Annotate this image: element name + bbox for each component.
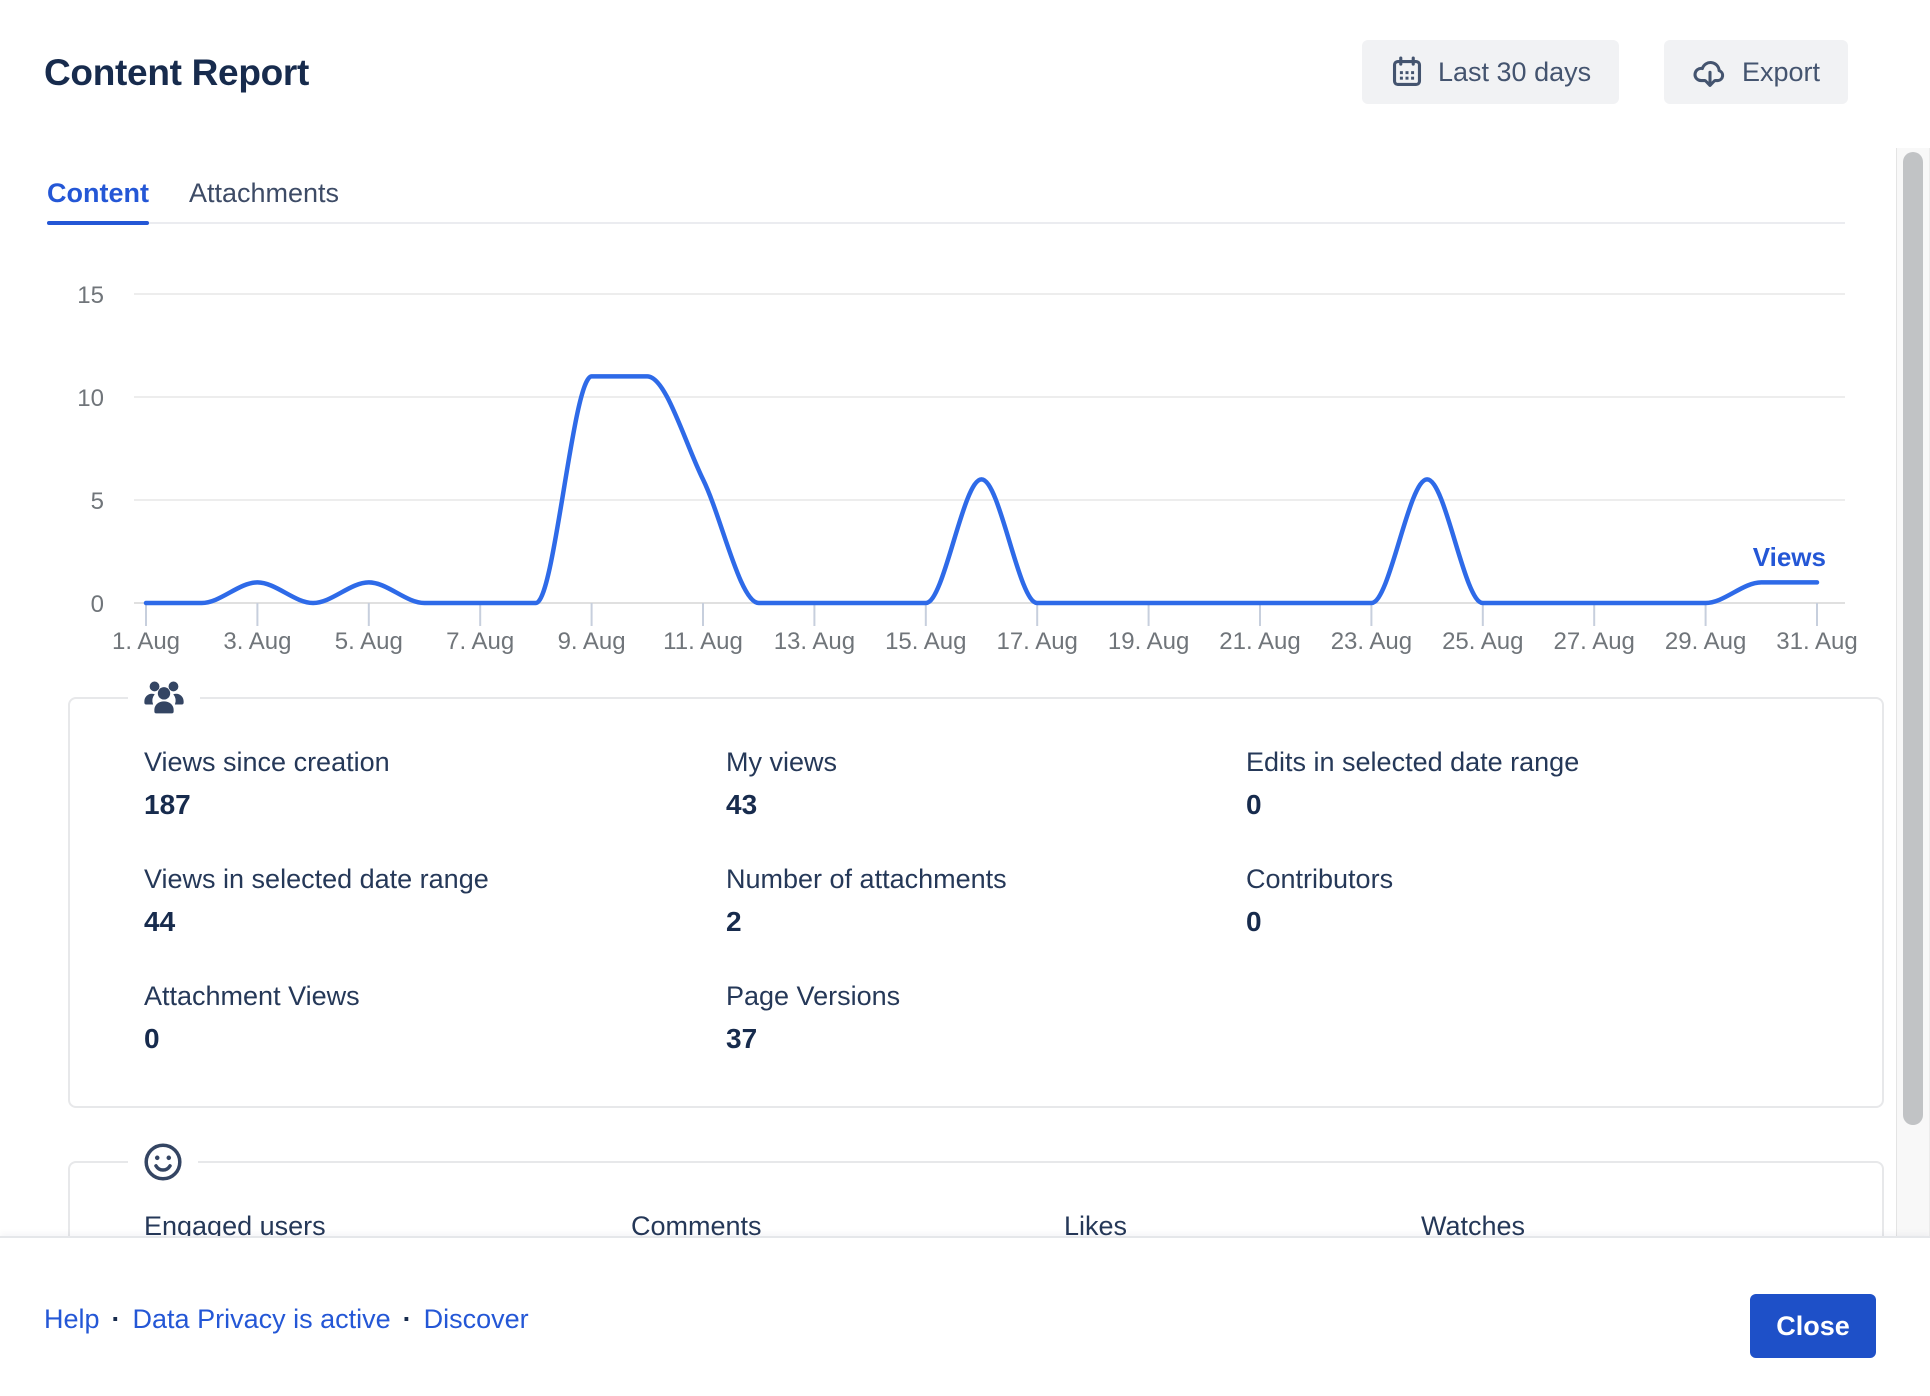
stat-label: Page Versions <box>726 981 901 1011</box>
x-axis-tick-label: 11. Aug <box>663 628 743 655</box>
series-label-views: Views <box>1753 542 1826 572</box>
stat-label: My views <box>726 747 838 777</box>
stat-label: Views since creation <box>144 747 390 777</box>
stat-label: Contributors <box>1246 864 1394 894</box>
stat-label: Views in selected date range <box>144 864 489 894</box>
scrollbar-thumb[interactable] <box>1903 152 1923 1125</box>
smiley-icon <box>128 1141 198 1183</box>
x-axis-tick-label: 13. Aug <box>774 628 855 655</box>
x-axis-tick-label: 31. Aug <box>1776 628 1857 655</box>
export-button[interactable]: Export <box>1664 40 1849 104</box>
people-icon <box>128 677 200 717</box>
x-axis-tick-label: 15. Aug <box>885 628 966 655</box>
date-range-button[interactable]: Last 30 days <box>1362 40 1620 104</box>
discover-link[interactable]: Discover <box>423 1304 529 1334</box>
y-axis-tick-label: 10 <box>77 385 104 412</box>
footer-links: Help · Data Privacy is active · Discover <box>44 1304 529 1335</box>
data-privacy-link[interactable]: Data Privacy is active <box>132 1304 391 1334</box>
x-axis-tick-label: 21. Aug <box>1219 628 1300 655</box>
x-axis-tick-label: 9. Aug <box>558 628 626 655</box>
stat-value: 43 <box>726 789 758 820</box>
vertical-scrollbar[interactable] <box>1896 148 1930 1236</box>
x-axis-tick-label: 29. Aug <box>1665 628 1746 655</box>
x-axis-tick-label: 19. Aug <box>1108 628 1189 655</box>
x-axis-tick-label: 1. Aug <box>112 628 180 655</box>
stat-item: Page Versions 37 <box>726 979 1246 1056</box>
link-separator: · <box>402 1304 412 1334</box>
stat-item: Number of attachments 2 <box>726 862 1246 939</box>
engagement-stats-grid: Engaged users Comments Likes Watches <box>70 1163 1882 1243</box>
stat-item: Attachment Views 0 <box>144 979 726 1056</box>
tab-attachments[interactable]: Attachments <box>188 178 340 208</box>
stat-value: 44 <box>144 906 176 937</box>
stat-label: Number of attachments <box>726 864 1007 894</box>
stat-value: 0 <box>144 1023 160 1054</box>
stat-value: 0 <box>1246 906 1262 937</box>
cloud-download-icon <box>1692 55 1728 89</box>
y-axis-tick-label: 5 <box>91 488 104 515</box>
help-link[interactable]: Help <box>44 1304 100 1334</box>
stat-value: 0 <box>1246 789 1262 820</box>
x-axis-tick-label: 25. Aug <box>1442 628 1523 655</box>
link-separator: · <box>111 1304 121 1334</box>
y-axis-tick-label: 15 <box>77 282 104 309</box>
stat-item: Contributors 0 <box>1246 862 1852 939</box>
date-range-label: Last 30 days <box>1438 56 1592 87</box>
stat-item: Views since creation 187 <box>144 745 726 822</box>
stat-item: My views 43 <box>726 745 1246 822</box>
stat-item: Edits in selected date range 0 <box>1246 745 1852 822</box>
stat-item: Views in selected date range 44 <box>144 862 726 939</box>
stat-value: 187 <box>144 789 191 820</box>
views-stats-card: Views since creation 187 My views 43 Edits i… <box>68 677 1884 1108</box>
stat-label: Edits in selected date range <box>1246 747 1580 777</box>
x-axis-tick-label: 7. Aug <box>446 628 514 655</box>
views-series-line <box>143 374 1820 606</box>
calendar-icon <box>1390 55 1424 89</box>
close-button[interactable]: Close <box>1750 1294 1876 1358</box>
stat-value: 2 <box>726 906 742 937</box>
export-label: Export <box>1742 56 1821 87</box>
x-axis-tick-label: 17. Aug <box>996 628 1077 655</box>
dialog-footer: Help · Data Privacy is active · Discover… <box>0 1236 1930 1396</box>
x-axis-tick-label: 23. Aug <box>1331 628 1412 655</box>
x-axis-tick-label: 3. Aug <box>223 628 291 655</box>
y-axis-tick-label: 0 <box>91 591 104 618</box>
stat-value: 37 <box>726 1023 758 1054</box>
views-stats-grid: Views since creation 187 My views 43 Edits i… <box>70 699 1882 1056</box>
views-line-chart: 0 5 10 15 1. Aug 3. Aug 5. Aug 7. Aug 9. Aug 11. … <box>77 282 1857 655</box>
stat-label: Attachment Views <box>144 981 360 1011</box>
x-axis-tick-label: 5. Aug <box>335 628 403 655</box>
tab-bar: Content Attachments <box>47 178 1845 225</box>
x-axis-tick-label: 27. Aug <box>1553 628 1634 655</box>
page-title: Content Report <box>44 52 310 93</box>
tab-content[interactable]: Content <box>47 178 149 225</box>
